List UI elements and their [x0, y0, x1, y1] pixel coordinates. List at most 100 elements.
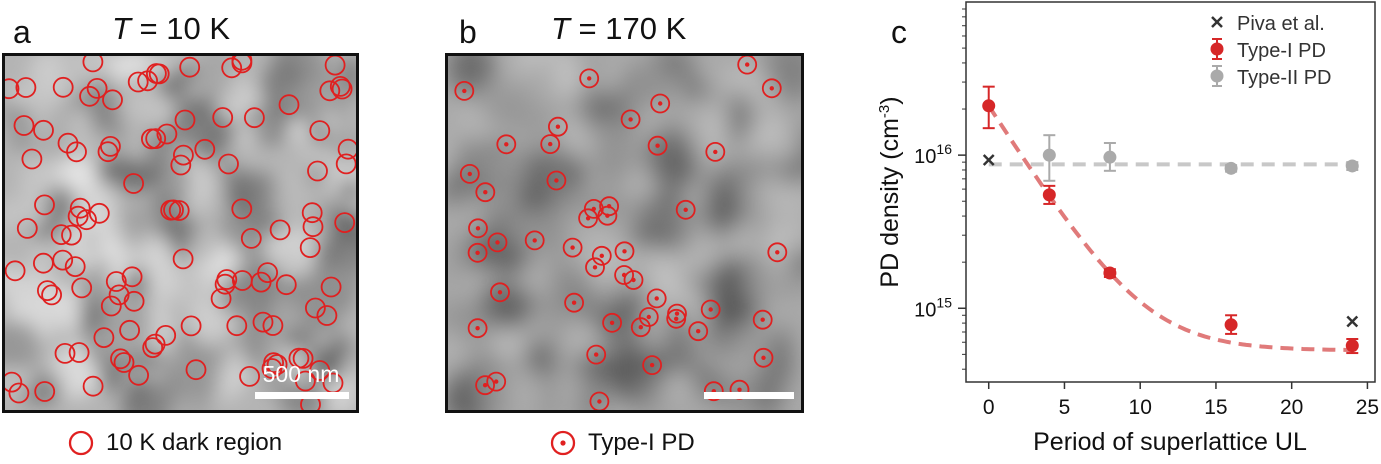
- dark-region-marker: [108, 284, 130, 306]
- legend-label-a: 10 K dark region: [106, 429, 283, 456]
- type-i-pd-marker: [642, 355, 663, 376]
- type-i-pd-marker: [562, 237, 583, 258]
- type-i-pd-marker: [475, 375, 495, 396]
- dark-region-marker: [86, 78, 108, 99]
- dark-region-marker: [140, 128, 162, 150]
- legend-marker-type-ii-pd: [1210, 69, 1224, 83]
- scale-bar-label: 500 nm: [263, 361, 340, 387]
- y-tick-label: 1015: [914, 294, 952, 321]
- dark-region-marker: [34, 194, 55, 216]
- type-i-fit-curve: [987, 104, 1353, 352]
- legend-label-b: Type-I PD: [588, 429, 695, 456]
- dark-region-marker: [269, 219, 291, 241]
- type-i-pd-marker: [490, 282, 510, 303]
- dark-region-marker: [309, 360, 331, 381]
- dark-region-marker: [170, 154, 192, 176]
- dark-region-marker: [172, 248, 194, 270]
- panel-letter-a: a: [13, 14, 31, 50]
- y-axis-label-sup: -3: [876, 105, 893, 118]
- dark-region-marker: [261, 358, 283, 379]
- dark-region-marker: [127, 71, 149, 93]
- type-i-pd-marker: [753, 347, 774, 368]
- x-tick-label: 20: [1280, 396, 1303, 419]
- temp-value-a: = 10 K: [130, 11, 231, 46]
- dark-region-marker: [66, 141, 87, 163]
- dark-region-marker: [121, 266, 143, 288]
- dark-region-marker: [128, 364, 150, 386]
- dark-region-marker: [250, 271, 272, 293]
- dark-region-marker: [172, 144, 194, 166]
- dark-region-marker: [34, 381, 56, 402]
- dark-region-marker: [16, 217, 38, 239]
- dark-region-marker: [309, 120, 331, 141]
- dark-region-marker: [262, 315, 284, 336]
- type-i-pd-marker: [761, 78, 782, 99]
- dark-region-marker: [214, 273, 236, 295]
- dark-region-marker: [79, 85, 100, 107]
- dark-region-marker: [54, 342, 76, 364]
- type-ii-pd-point: [1103, 150, 1117, 164]
- type-i-pd-marker: [467, 242, 488, 263]
- dark-region-marker: [105, 271, 127, 292]
- dark-region-marker: [52, 76, 74, 98]
- dark-region-marker: [142, 337, 164, 359]
- dark-region-marker: [61, 224, 82, 246]
- dark-region-marker: [218, 153, 239, 175]
- x-tick-label: 5: [1059, 396, 1071, 419]
- y-axis-label: PD density (cm-3): [876, 96, 904, 287]
- temp-var-a: T: [112, 11, 131, 46]
- temp-var-b: T: [551, 11, 570, 46]
- panel-letter-b: b: [459, 14, 477, 50]
- type-i-pd-marker: [620, 109, 641, 130]
- dark-region-marker: [180, 315, 202, 337]
- dark-region-marker: [335, 153, 356, 175]
- dark-region-marker: [113, 352, 135, 373]
- type-ii-pd-point: [1224, 161, 1238, 175]
- dark-region-marker: [294, 370, 316, 392]
- dark-region-marker: [243, 107, 265, 129]
- type-i-pd-marker: [646, 288, 667, 309]
- type-i-pd-marker: [459, 164, 480, 184]
- type-i-pd-marker: [540, 134, 561, 154]
- type-i-pd-point: [1042, 188, 1056, 202]
- dark-region-marker: [168, 200, 190, 221]
- dark-region-marker: [160, 199, 182, 221]
- dark-region-marker: [239, 365, 261, 387]
- dark-region-marker: [185, 359, 207, 381]
- type-i-pd-marker: [496, 134, 517, 155]
- dark-region-marker: [21, 148, 43, 170]
- stm-image-170k-svg: [448, 56, 801, 410]
- type-i-pd-marker: [666, 308, 687, 329]
- dark-region-marker: [329, 75, 351, 97]
- type-i-pd-marker: [524, 230, 545, 251]
- dark-region-marker: [37, 280, 58, 302]
- dark-region-marker: [266, 354, 288, 375]
- y-axis-label-main: PD density (cm: [876, 118, 904, 287]
- type-i-pd-marker: [487, 232, 508, 253]
- dark-region-marker: [275, 274, 297, 296]
- dark-region-marker: [82, 375, 104, 397]
- dark-region-marker: [119, 319, 140, 341]
- type-i-pd-marker: [614, 241, 635, 262]
- type-i-pd-marker: [454, 81, 475, 101]
- type-i-pd-marker: [586, 344, 607, 365]
- dark-region-marker: [67, 205, 89, 227]
- legend-label-type-i-pd: Type-I PD: [1237, 40, 1326, 62]
- type-i-pd-marker: [602, 312, 623, 333]
- type-i-pd-marker: [486, 371, 507, 392]
- type-i-pd-marker: [475, 182, 496, 203]
- dark-region-marker: [148, 63, 170, 85]
- type-i-pd-marker: [630, 317, 651, 338]
- temperature-label-b: T = 170 K: [551, 13, 686, 44]
- dark-region-marker: [123, 173, 145, 194]
- stm-image-170k: [445, 53, 804, 413]
- stm-image-10k-svg: 500 nm: [5, 56, 356, 410]
- dark-region-marker: [304, 297, 326, 319]
- dark-region-marker: [8, 382, 30, 404]
- dark-region-marker: [110, 348, 131, 370]
- panel-letter-c: c: [891, 14, 907, 50]
- type-i-pd-point: [1103, 266, 1117, 280]
- dark-region-marker: [240, 227, 262, 249]
- type-i-pd-marker: [468, 218, 488, 239]
